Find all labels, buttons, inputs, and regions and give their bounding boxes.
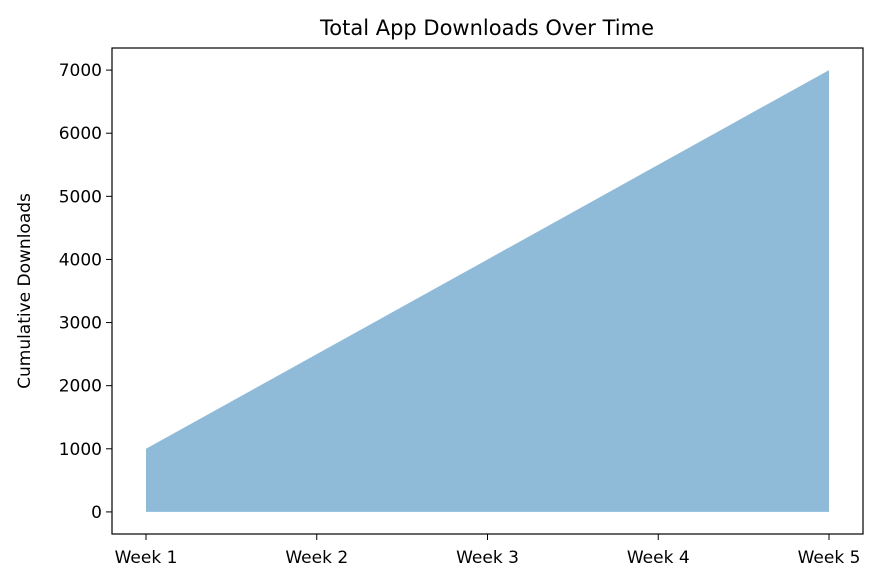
y-tick-label: 5000 <box>59 187 102 207</box>
y-tick-label: 0 <box>91 503 102 523</box>
x-tick-label: Week 3 <box>456 548 519 568</box>
x-tick-label: Week 2 <box>285 548 348 568</box>
y-tick-label: 6000 <box>59 124 102 144</box>
x-tick-label: Week 5 <box>798 548 861 568</box>
y-tick-label: 1000 <box>59 440 102 460</box>
y-axis-title: Cumulative Downloads <box>15 193 35 389</box>
x-axis: Week 1 Week 2 Week 3 Week 4 Week 5 <box>115 534 861 568</box>
y-tick-label: 2000 <box>59 377 102 397</box>
area-series-fill <box>146 70 829 512</box>
y-tick-label: 3000 <box>59 314 102 334</box>
y-tick-label: 7000 <box>59 61 102 81</box>
x-tick-label: Week 4 <box>627 548 690 568</box>
y-axis: 0 1000 2000 3000 4000 5000 6000 7000 <box>59 61 112 523</box>
x-tick-label: Week 1 <box>115 548 178 568</box>
chart-title: Total App Downloads Over Time <box>319 16 654 40</box>
y-tick-label: 4000 <box>59 250 102 270</box>
plot-area <box>146 70 829 512</box>
